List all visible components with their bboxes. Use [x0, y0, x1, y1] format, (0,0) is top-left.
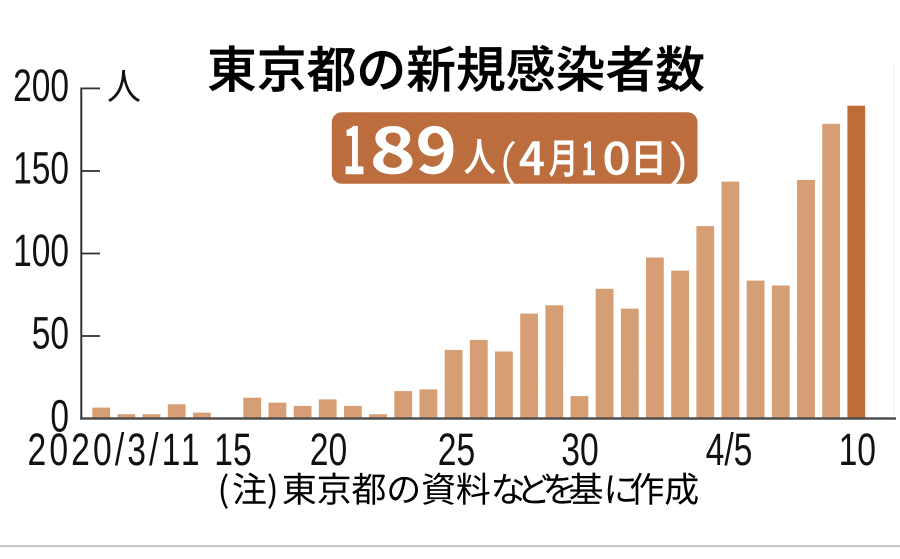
- svg-text:30: 30: [561, 425, 598, 475]
- svg-text:25: 25: [438, 425, 475, 475]
- svg-text:50: 50: [32, 309, 69, 359]
- svg-text:150: 150: [13, 144, 69, 194]
- svg-text:15: 15: [214, 425, 251, 475]
- svg-text:200: 200: [13, 61, 69, 111]
- svg-text:4/5: 4/5: [706, 425, 753, 475]
- svg-text:10: 10: [839, 425, 876, 475]
- svg-text:2020/3/11: 2020/3/11: [28, 425, 203, 475]
- svg-text:100: 100: [13, 226, 69, 276]
- svg-text:0: 0: [50, 392, 69, 442]
- svg-text:20: 20: [310, 425, 347, 475]
